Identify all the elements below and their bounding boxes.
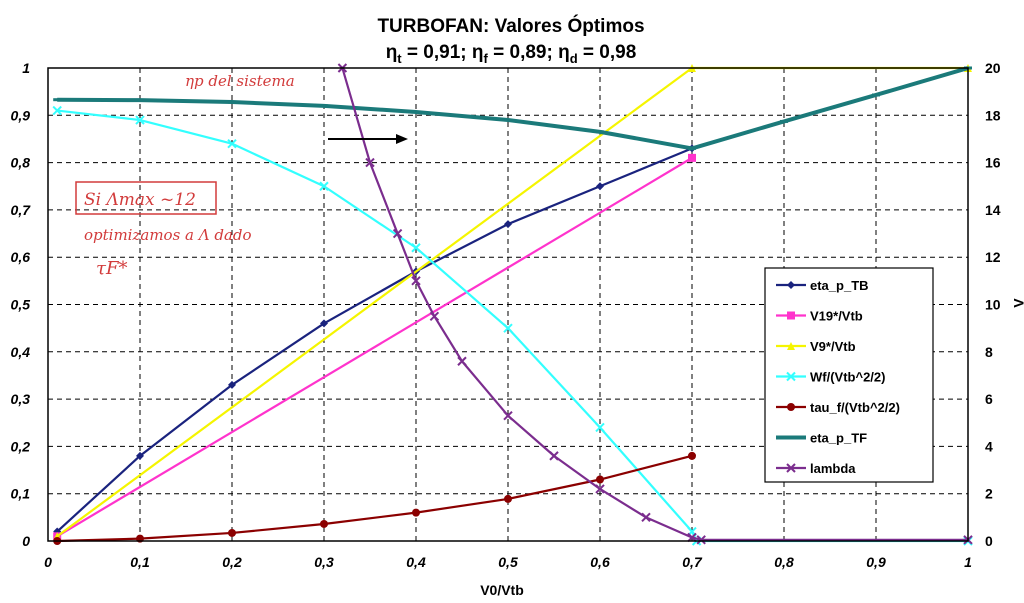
- data-point-tau-f-vtb-2-2: [412, 508, 420, 517]
- x-tick-label: 0,3: [314, 554, 334, 570]
- y-right-tick-label: 20: [985, 60, 1001, 76]
- series-eta-p-tf: [53, 66, 972, 151]
- legend-label-v9-vtb: V9*/Vtb: [810, 339, 856, 354]
- data-point-lambda: [429, 311, 440, 322]
- legend-marker-lambda: [786, 463, 796, 473]
- legend-label-eta-p-tb: eta_p_TB: [810, 278, 869, 293]
- y-right-tick-label: 0: [985, 533, 993, 549]
- x-tick-label: 0,1: [130, 554, 150, 570]
- x-tick-label: 0: [44, 554, 52, 570]
- y-left-tick-label: 0,7: [11, 202, 32, 218]
- x-tick-label: 0,2: [222, 554, 242, 570]
- x-tick-label: 0,8: [774, 554, 794, 570]
- y-left-tick-label: 0,8: [11, 155, 31, 171]
- y-left-tick-label: 0: [22, 533, 30, 549]
- y-left-tick-label: 0,9: [11, 107, 31, 123]
- right-axis-label: Λ: [1011, 298, 1024, 308]
- legend-label-tau-f-vtb-2-2: tau_f/(Vtb^2/2): [810, 400, 900, 415]
- legend-marker-v19-vtb: [787, 311, 795, 320]
- data-point-eta-p-tb: [504, 220, 512, 229]
- legend: eta_p_TB V19*/Vtb V9*/Vtb Wf/(Vtb^2/2) tau_f…: [764, 267, 934, 483]
- y-right-tick-label: 2: [985, 486, 993, 502]
- data-point-eta-p-tb: [320, 319, 328, 328]
- y-right-tick-label: 8: [985, 344, 993, 360]
- x-tick-label: 0,5: [498, 554, 518, 570]
- y-left-tick-label: 0,5: [11, 297, 31, 313]
- data-point-wf-vtb-2-2: [227, 138, 237, 149]
- gridlines: [48, 68, 968, 541]
- x-tick-label: 0,6: [590, 554, 610, 570]
- y-right-tick-label: 12: [985, 249, 1001, 265]
- note-box: [75, 181, 217, 215]
- plot-frame: [47, 67, 969, 542]
- data-point-wf-vtb-2-2: [595, 422, 605, 433]
- data-point-lambda: [365, 157, 375, 168]
- data-point-lambda: [696, 535, 706, 545]
- legend-marker-tau-f-vtb-2-2: [787, 403, 795, 411]
- data-point-tau-f-vtb-2-2: [228, 528, 236, 537]
- data-point-lambda: [687, 532, 697, 543]
- legend-label-lambda: lambda: [810, 461, 856, 476]
- legend-label-eta-p-tf: eta_p_TF: [810, 431, 867, 446]
- data-point-wf-vtb-2-2: [135, 115, 145, 125]
- data-point-wf-vtb-2-2: [52, 105, 62, 116]
- y-left-tick-label: 0,2: [11, 438, 31, 454]
- data-point-lambda: [457, 356, 467, 366]
- data-point-lambda: [411, 276, 421, 286]
- data-point-eta-p-tb: [596, 182, 604, 191]
- data-point-lambda: [503, 410, 513, 421]
- y-left-tick-label: 0,6: [11, 249, 31, 265]
- data-point-wf-vtb-2-2: [411, 243, 421, 253]
- data-point-wf-vtb-2-2: [503, 323, 513, 333]
- tick-labels: 0 0,1 0,2 0,3 0,4 0,5 0,6 0,7 0,8 0,9 100,10,20,30…: [11, 60, 1001, 570]
- data-point-eta-p-tb: [136, 451, 144, 460]
- y-right-tick-label: 6: [985, 391, 993, 407]
- series-line-eta-p-tb: [56, 147, 693, 533]
- x-tick-label: 0,4: [406, 554, 426, 570]
- y-left-tick-label: 0,3: [11, 391, 31, 407]
- y-right-tick-label: 18: [985, 107, 1001, 123]
- chart-subtitle: ηt = 0,91; ηf = 0,89; ηd = 0,98: [386, 42, 637, 66]
- y-left-tick-label: 0,4: [11, 344, 31, 360]
- note-tau: τF*: [96, 258, 127, 279]
- legend-marker-eta-p-tb: [787, 281, 795, 289]
- data-point-lambda: [392, 228, 403, 239]
- series-lambda: [337, 63, 973, 545]
- arrow-annotation: [328, 134, 408, 144]
- data-point-tau-f-vtb-2-2: [504, 494, 512, 503]
- data-point-wf-vtb-2-2: [319, 181, 329, 191]
- legend-label-wf-vtb-2-2: Wf/(Vtb^2/2): [810, 370, 885, 385]
- data-point-v19-vtb: [688, 153, 696, 162]
- y-left-tick-label: 1: [22, 60, 30, 76]
- y-right-tick-label: 16: [985, 155, 1001, 171]
- y-right-tick-label: 4: [985, 438, 993, 454]
- x-tick-label: 1: [964, 554, 972, 570]
- data-point-lambda: [641, 512, 651, 523]
- y-right-tick-label: 10: [985, 297, 1001, 313]
- y-right-tick-label: 14: [985, 202, 1001, 218]
- x-tick-label: 0,9: [866, 554, 886, 570]
- data-point-tau-f-vtb-2-2: [320, 519, 328, 528]
- data-point-tau-f-vtb-2-2: [596, 475, 604, 484]
- series-line-tau-f-vtb-2-2: [57, 454, 693, 543]
- series-eta-p-tb: [53, 144, 696, 536]
- legend-marker-wf-vtb-2-2: [786, 371, 796, 382]
- data-point-lambda: [549, 451, 559, 461]
- data-point-lambda: [595, 484, 605, 494]
- handwritten-annotations: ηp del sistema Si Λmax ~12 optimizamos a…: [75, 72, 295, 279]
- legend-marker-v9-vtb: [787, 342, 795, 350]
- note-system-efficiency: ηp del sistema: [185, 72, 295, 90]
- series-tau-f-vtb-2-2: [53, 451, 696, 545]
- series-line-v19-vtb: [56, 156, 693, 538]
- chart-title: TURBOFAN: Valores Óptimos: [377, 15, 644, 37]
- data-point-eta-p-tb: [228, 380, 236, 389]
- note-lambda-max: Si Λmax ~12: [84, 190, 196, 210]
- y-left-tick-label: 0,1: [11, 486, 31, 502]
- note-optimize: optimizamos a Λ dado: [84, 226, 252, 244]
- x-tick-label: 0,7: [682, 554, 703, 570]
- legend-label-v19-vtb: V19*/Vtb: [810, 309, 863, 324]
- x-axis-label: V0/Vtb: [480, 582, 524, 598]
- data-point-tau-f-vtb-2-2: [688, 451, 696, 460]
